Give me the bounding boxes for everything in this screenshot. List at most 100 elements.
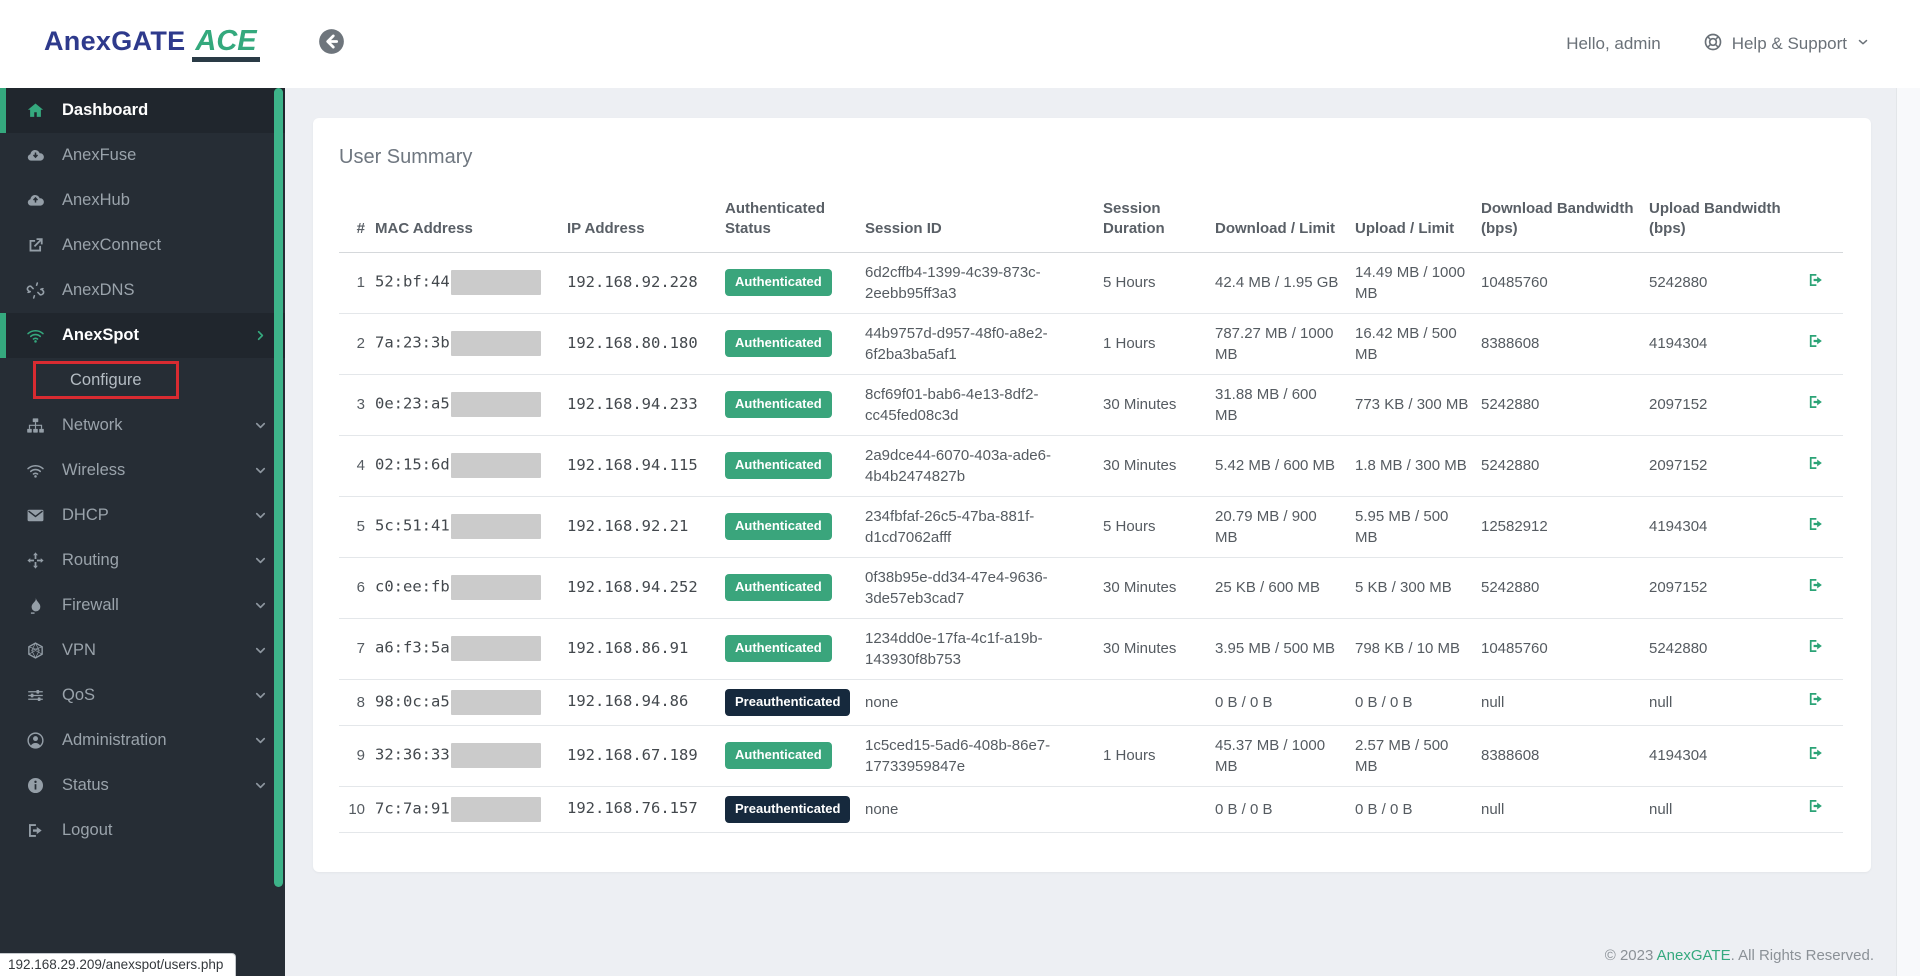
session-duration: 30 Minutes [1103,640,1177,657]
column-header-action [1801,195,1843,253]
chevron-down-icon [253,733,268,748]
sign-out-icon [1807,393,1825,417]
sidebar-item-administration[interactable]: Administration [0,718,285,763]
download-bandwidth: 5242880 [1481,396,1540,413]
table-row: 7 a6:f3:5a 192.168.86.91 Authenticated 1234d… [339,618,1843,680]
help-support-menu[interactable]: Help & Support [1703,32,1870,57]
sidebar-item-logout[interactable]: Logout [0,808,285,853]
sidebar-item-dashboard[interactable]: Dashboard [0,88,285,133]
copyright-prefix: © 2023 [1604,947,1657,964]
info-circle-icon [23,776,47,795]
download-limit: 787.27 MB / 1000 MB [1215,324,1334,363]
mac-redaction-box [450,575,541,600]
disconnect-user-button[interactable] [1807,271,1825,295]
disconnect-user-button[interactable] [1807,690,1825,714]
sidebar-item-wireless[interactable]: Wireless [0,448,285,493]
table-row: 10 7c:7a:91 192.168.76.157 Preauthenticated… [339,786,1843,833]
sitemap-icon [23,416,47,435]
disconnect-user-button[interactable] [1807,515,1825,539]
status-badge: Authenticated [725,268,832,297]
chevron-down-icon [253,508,268,523]
sidebar-item-vpn[interactable]: VPN [0,628,285,673]
sidebar-item-anexhub[interactable]: AnexHub [0,178,285,223]
disconnect-user-button[interactable] [1807,332,1825,356]
session-id: 1234dd0e-17fa-4c1f-a19b-143930f8b753 [865,629,1043,668]
download-limit: 0 B / 0 B [1215,693,1273,711]
sidebar-item-label: AnexHub [62,191,130,209]
mac-address: c0:ee:fb [375,577,450,596]
sign-out-icon [1807,271,1825,295]
table-row: 5 5c:51:41 192.168.92.21 Authenticated 234fb… [339,496,1843,558]
disconnect-user-button[interactable] [1807,576,1825,600]
sidebar-item-anexconnect[interactable]: AnexConnect [0,223,285,268]
sidebar-item-network[interactable]: Network [0,403,285,448]
download-limit: 42.4 MB / 1.95 GB [1215,274,1339,291]
column-header-download-bandwidth-bps: Download Bandwidth (bps) [1481,195,1649,253]
brand-logo: AnexGATE ACE [44,26,260,62]
download-limit: 3.95 MB / 500 MB [1215,640,1336,657]
download-bandwidth: null [1481,693,1505,711]
page-scrollbar-track[interactable] [1896,88,1920,976]
row-number: 4 [356,457,365,474]
download-limit: 20.79 MB / 900 MB [1215,507,1317,546]
arrows-icon [23,551,47,570]
mac-redaction-box [450,636,541,661]
sidebar-item-firewall[interactable]: Firewall [0,583,285,628]
row-number: 1 [356,274,365,291]
footer-copyright: © 2023 AnexGATE. All Rights Reserved. [1605,947,1874,964]
upload-limit: 0 B / 0 B [1355,693,1413,711]
mac-redaction-box [450,689,541,715]
sidebar-item-anexspot[interactable]: AnexSpot [0,313,285,358]
status-badge: Authenticated [725,451,832,480]
column-header-download-limit: Download / Limit [1215,195,1355,253]
upload-bandwidth: 5242880 [1649,274,1708,291]
disconnect-user-button[interactable] [1807,744,1825,768]
download-limit: 5.42 MB / 600 MB [1215,457,1336,474]
mac-redaction-box [450,270,541,295]
upload-limit: 0 B / 0 B [1355,800,1413,818]
disconnect-user-button[interactable] [1807,393,1825,417]
sidebar-item-anexfuse[interactable]: AnexFuse [0,133,285,178]
mac-redaction-box [450,453,541,478]
sidebar-item-status[interactable]: Status [0,763,285,808]
row-number: 7 [356,640,365,657]
sidebar-item-anexdns[interactable]: AnexDNS [0,268,285,313]
upload-limit: 5.95 MB / 500 MB [1355,507,1449,546]
disconnect-user-button[interactable] [1807,454,1825,478]
wifi-icon [23,461,47,480]
sidebar-item-label: Configure [70,371,142,389]
table-row: 1 52:bf:44 192.168.92.228 Authenticated 6d2c… [339,252,1843,314]
back-button[interactable] [318,29,345,58]
column-header-ip-address: IP Address [567,195,725,253]
sidebar-scrollbar[interactable] [274,88,283,887]
upload-limit: 798 KB / 10 MB [1355,640,1461,657]
chevron-down-icon [253,418,268,433]
product-name: ACE [192,27,260,62]
sidebar: Dashboard AnexFuse AnexHub AnexConnect AnexD… [0,88,285,976]
sidebar-item-dhcp[interactable]: DHCP [0,493,285,538]
sidebar-item-label: Wireless [62,461,126,479]
sidebar-item-configure[interactable]: Configure [0,358,285,403]
chevron-down-icon [253,778,268,793]
disconnect-user-button[interactable] [1807,637,1825,661]
table-row: 2 7a:23:3b 192.168.80.180 Authenticated 44b9… [339,313,1843,375]
row-number: 8 [356,693,365,711]
upload-bandwidth: 5242880 [1649,640,1708,657]
anexgate-link[interactable]: AnexGATE [1656,947,1731,964]
ip-address: 192.168.86.91 [567,638,689,657]
ip-address: 192.168.92.21 [567,516,689,535]
download-bandwidth: 8388608 [1481,335,1540,352]
cloud-download-icon [23,146,47,165]
mac-redaction-box [450,796,541,822]
sidebar-item-qos[interactable]: QoS [0,673,285,718]
greeting-text: Hello, admin [1566,34,1661,53]
upload-limit: 14.49 MB / 1000 MB [1355,263,1466,302]
download-bandwidth: 10485760 [1481,274,1548,291]
disconnect-user-button[interactable] [1807,797,1825,821]
sidebar-item-routing[interactable]: Routing [0,538,285,583]
sidebar-item-label: QoS [62,686,96,704]
chevron-down-icon [253,688,268,703]
upload-limit: 16.42 MB / 500 MB [1355,324,1457,363]
table-row: 9 32:36:33 192.168.67.189 Authenticated 1c5c… [339,725,1843,787]
ip-address: 192.168.94.252 [567,577,698,596]
